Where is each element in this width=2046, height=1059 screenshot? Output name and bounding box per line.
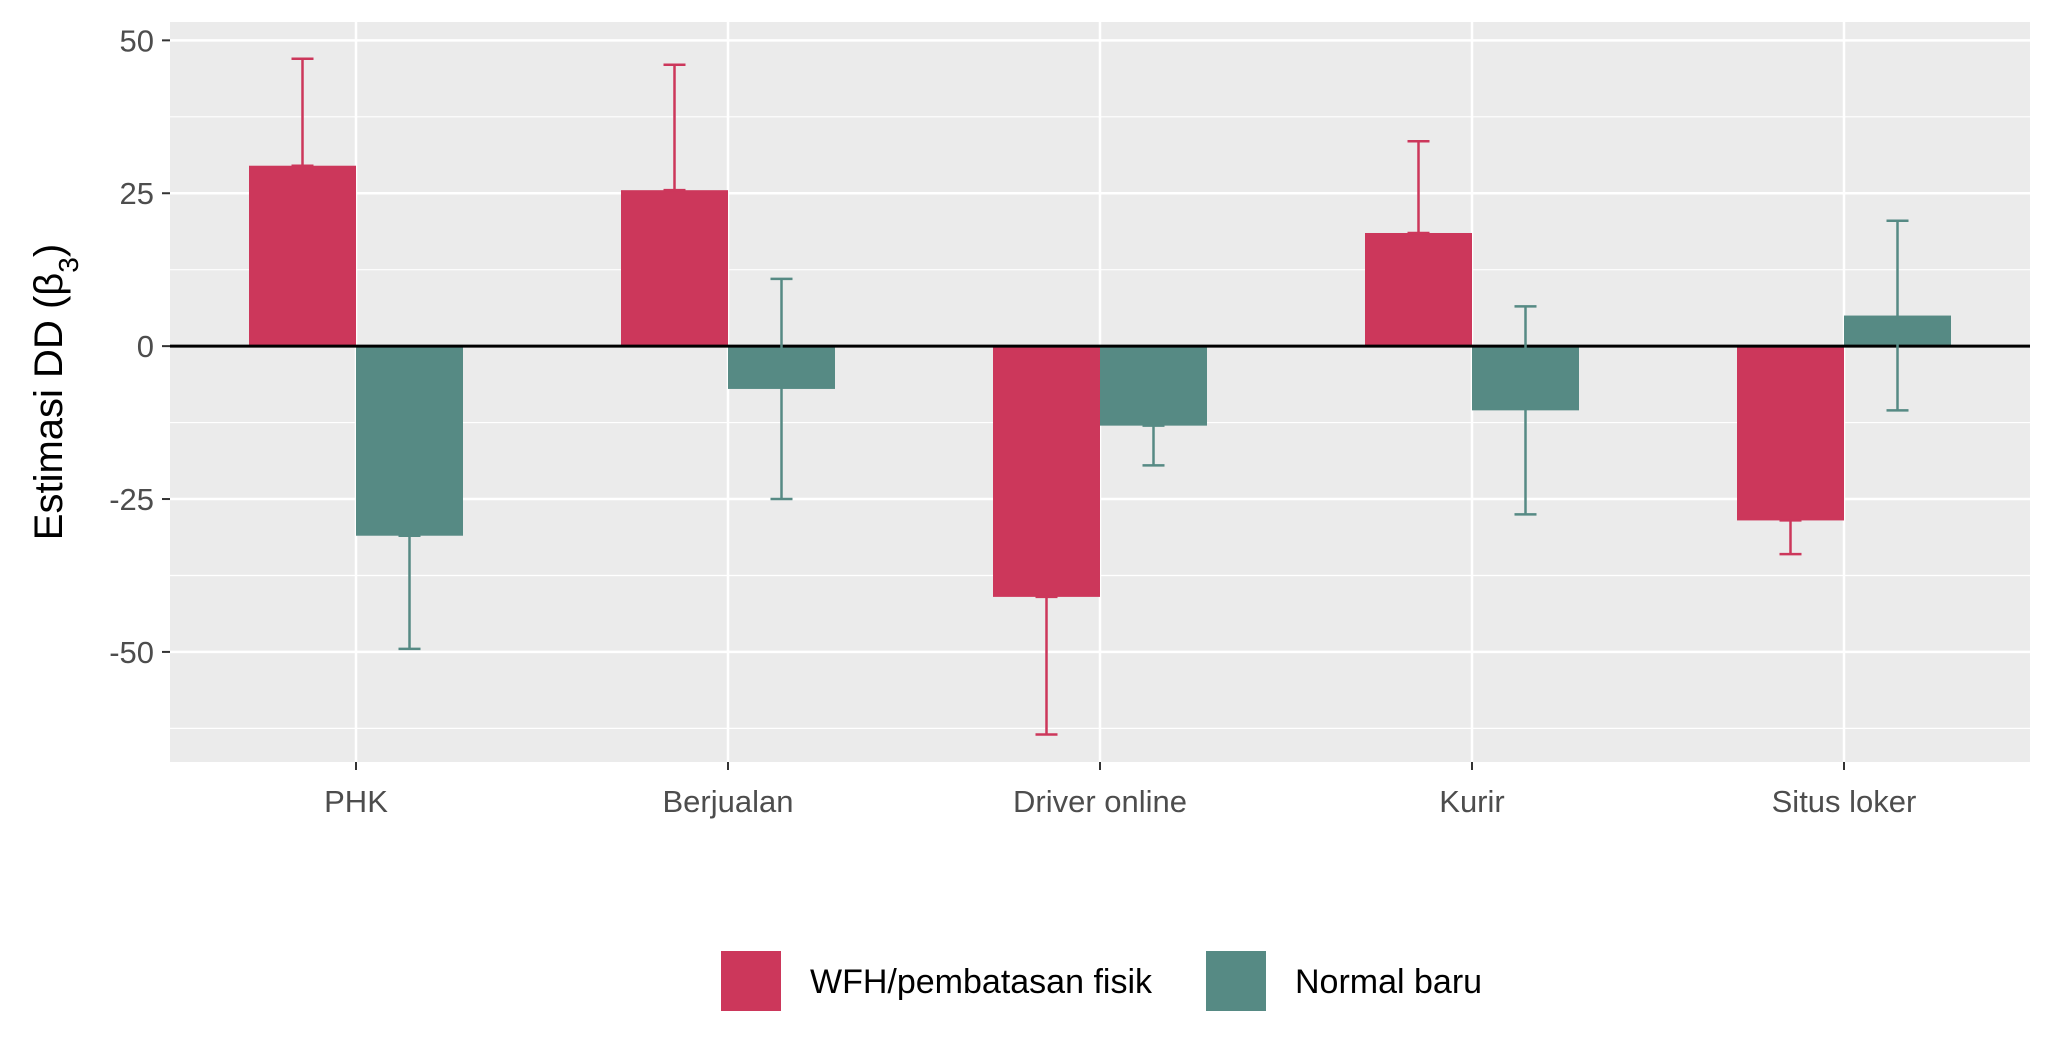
legend-label: Normal baru: [1295, 963, 1482, 1001]
y-axis: 50 25 0 -25 -50: [109, 23, 170, 670]
bar: [249, 165, 356, 347]
y-tick-label: 0: [137, 329, 154, 364]
x-axis: PHK Berjualan Driver online Kurir Situs loke…: [324, 762, 1916, 819]
y-axis-title: Estimasi DD (β3): [27, 244, 84, 540]
bar: [993, 346, 1100, 597]
legend: WFH/pembatasan fisik Normal baru: [719, 949, 1482, 1013]
legend-label: WFH/pembatasan fisik: [810, 963, 1153, 1001]
bar: [356, 346, 463, 536]
y-tick-label: 25: [120, 176, 154, 211]
bar: [1737, 346, 1844, 521]
legend-key: [719, 949, 783, 1013]
error-bars: [291, 57, 1909, 736]
y-tick-label: -50: [109, 635, 154, 670]
x-tick-label: Driver online: [1013, 784, 1187, 819]
y-axis-title-text: Estimasi DD: [27, 320, 71, 540]
bar: [1365, 232, 1472, 347]
bar: [1100, 346, 1207, 426]
y-tick-label: -25: [109, 482, 154, 517]
x-tick-label: PHK: [324, 784, 388, 819]
y-axis-title-subscript: 3: [53, 257, 84, 273]
y-tick-label: 50: [120, 23, 154, 58]
x-tick-label: Berjualan: [663, 784, 794, 819]
legend-key: [1204, 949, 1268, 1013]
bar: [621, 190, 728, 347]
y-axis-title-symbol: β: [27, 273, 71, 296]
x-tick-label: Situs loker: [1772, 784, 1917, 819]
x-tick-label: Kurir: [1439, 784, 1504, 819]
